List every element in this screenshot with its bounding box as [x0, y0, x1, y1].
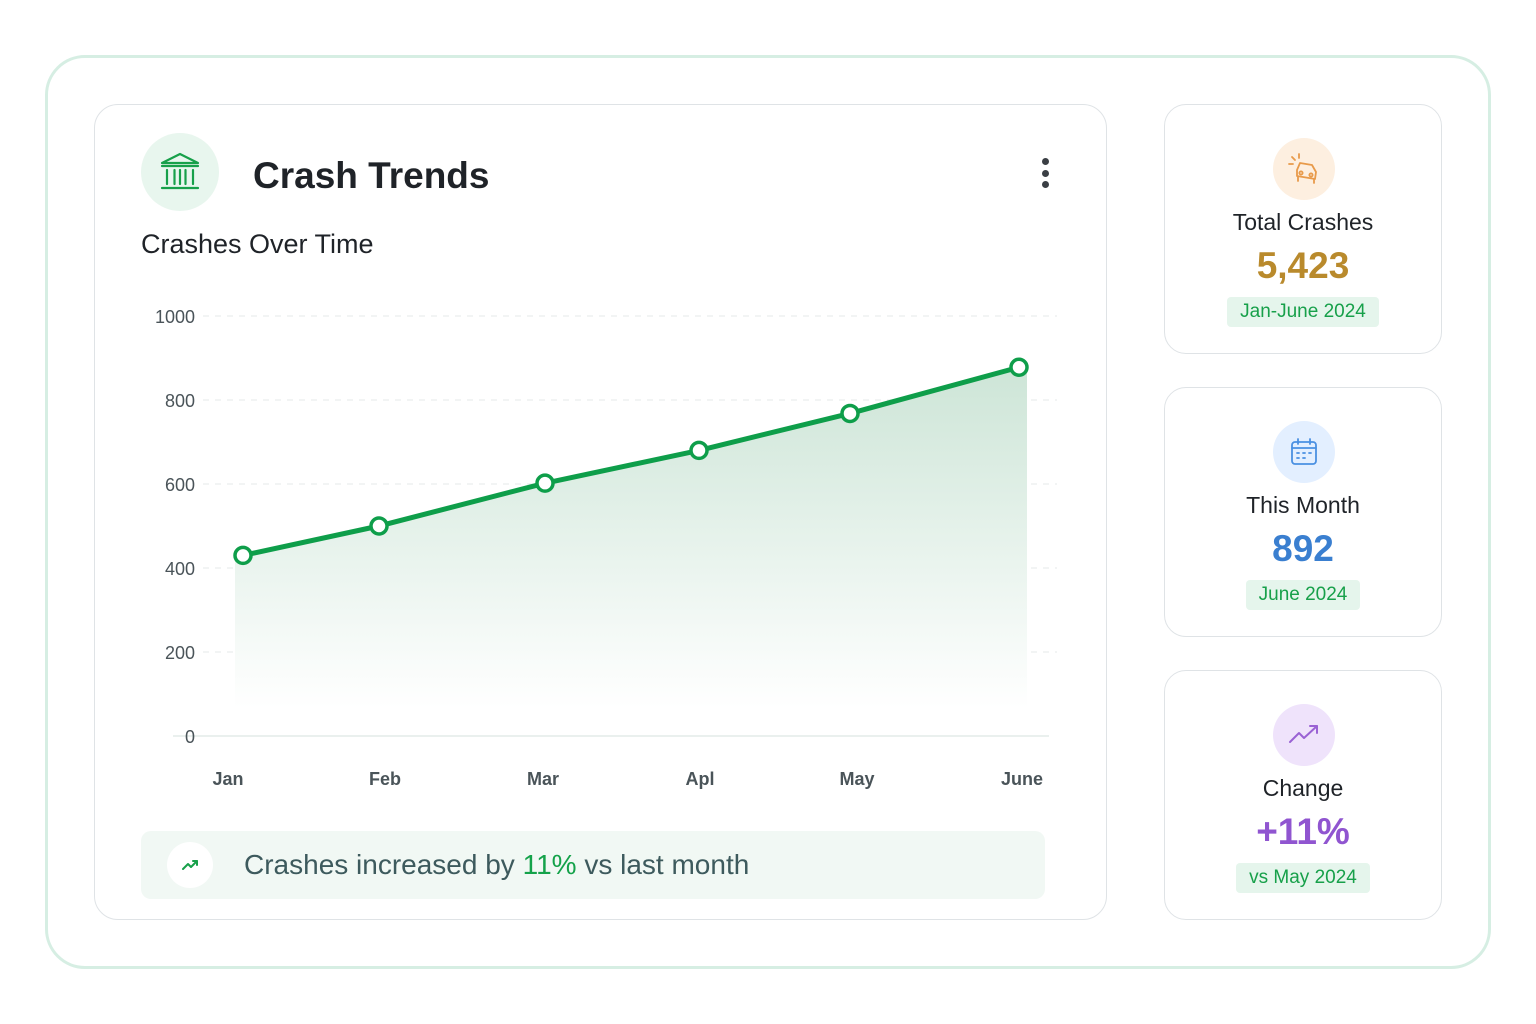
more-dot-icon [1041, 158, 1049, 165]
stat-value: 892 [1272, 528, 1334, 569]
stat-card-this-month: This Month 892 June 2024 [1164, 387, 1442, 637]
trend-up-icon [167, 842, 213, 888]
stat-value: 5,423 [1256, 245, 1350, 286]
trend-up-icon [1273, 704, 1335, 766]
stat-period-badge: Jan-June 2024 [1227, 297, 1379, 327]
more-dot-icon [1041, 181, 1049, 188]
car-crash-icon [1273, 138, 1335, 200]
insight-suffix: vs last month [584, 849, 750, 880]
more-dot-icon [1041, 169, 1049, 177]
insight-highlight: 11% [522, 849, 577, 880]
data-point [535, 473, 555, 493]
x-tick-label: May [839, 769, 874, 789]
insight-text: Crashes increased by 11% vs last month [244, 849, 749, 881]
data-point [689, 440, 709, 461]
y-tick-label: 1000 [155, 307, 195, 327]
y-tick-label: 400 [165, 559, 195, 579]
x-tick-label: Apl [686, 769, 715, 789]
bank-icon [141, 133, 219, 211]
x-tick-label: June [1001, 769, 1043, 789]
stat-label: Total Crashes [1232, 209, 1374, 235]
series-line [240, 364, 1022, 558]
crash-trends-card: Crash Trends Crashes Over Time 0 200 400 60… [94, 104, 1107, 920]
stat-period-badge: vs May 2024 [1236, 863, 1370, 893]
calendar-icon [1273, 421, 1335, 483]
insight-banner: Crashes increased by 11% vs last month [141, 831, 1045, 899]
insight-prefix: Crashes increased by [244, 849, 515, 880]
data-point [1009, 357, 1029, 377]
y-tick-label: 200 [165, 643, 195, 663]
data-point [369, 516, 389, 536]
more-options-button[interactable] [1030, 155, 1060, 191]
stat-period-badge: June 2024 [1245, 580, 1361, 610]
stat-card-change: Change +11% vs May 2024 [1164, 670, 1442, 920]
crash-area-chart: 0 200 400 600 800 1000 Jan Feb Mar Apl May June [155, 307, 1057, 789]
x-tick-label: Feb [369, 769, 401, 789]
y-tick-label: 800 [165, 391, 195, 411]
stat-label: Change [1262, 775, 1344, 801]
chart-subtitle: Crashes Over Time [141, 229, 374, 259]
page-title: Crash Trends [253, 155, 490, 196]
data-point [233, 545, 253, 566]
area-fill [235, 367, 1027, 708]
stat-value: +11% [1256, 811, 1350, 852]
y-tick-label: 600 [165, 475, 195, 495]
x-tick-label: Mar [527, 769, 559, 789]
stat-label: This Month [1246, 492, 1360, 518]
x-tick-label: Jan [212, 769, 243, 789]
y-tick-label: 0 [185, 727, 195, 747]
data-point [840, 403, 860, 424]
stat-card-total-crashes: Total Crashes 5,423 Jan-June 2024 [1164, 104, 1442, 354]
